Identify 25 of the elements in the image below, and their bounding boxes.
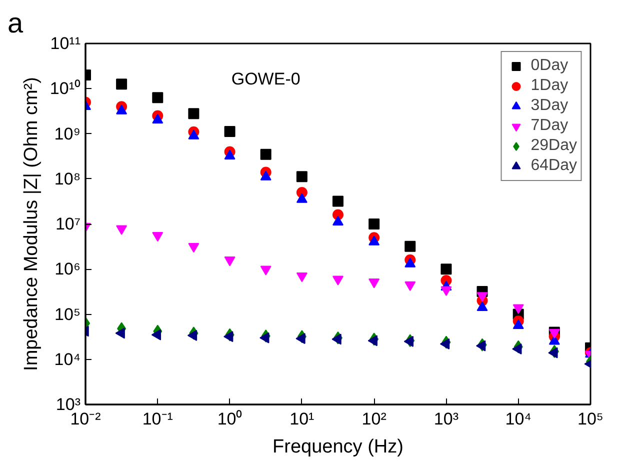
y-tick-label: 10¹¹ xyxy=(50,34,81,53)
y-tick-label: 10⁶ xyxy=(54,260,81,279)
y-tick-label: 10⁹ xyxy=(54,124,81,144)
x-tick-label: 10⁵ xyxy=(578,410,604,428)
x-tick-label: 10³ xyxy=(434,410,459,428)
x-tick-label: 10⁴ xyxy=(505,410,532,428)
y-tick-label: 10⁷ xyxy=(55,214,80,234)
x-tick-label: 10⁻¹ xyxy=(142,410,174,428)
legend-label: 0Day xyxy=(530,57,568,75)
x-axis-title: Frequency (Hz) xyxy=(272,436,404,458)
y-tick-label: 10⁸ xyxy=(54,169,81,188)
x-tick-label: 10² xyxy=(362,410,387,428)
legend-label: 7Day xyxy=(530,117,568,135)
legend-label: 29Day xyxy=(530,137,577,155)
y-axis-title: Impedance Modulus |Z| (Ohm cm²) xyxy=(20,77,42,371)
legend-label: 3Day xyxy=(530,97,568,115)
legend-label: 1Day xyxy=(530,77,568,95)
y-tick-label: 10⁴ xyxy=(54,350,81,369)
y-tick-label: 10¹⁰ xyxy=(50,79,81,98)
y-tick-label: 10⁵ xyxy=(54,304,81,324)
x-tick-label: 10⁰ xyxy=(217,410,242,428)
annotation: GOWE-0 xyxy=(231,70,300,89)
text: a xyxy=(8,8,24,38)
x-tick-label: 10¹ xyxy=(290,410,315,428)
legend-label: 64Day xyxy=(530,157,577,175)
